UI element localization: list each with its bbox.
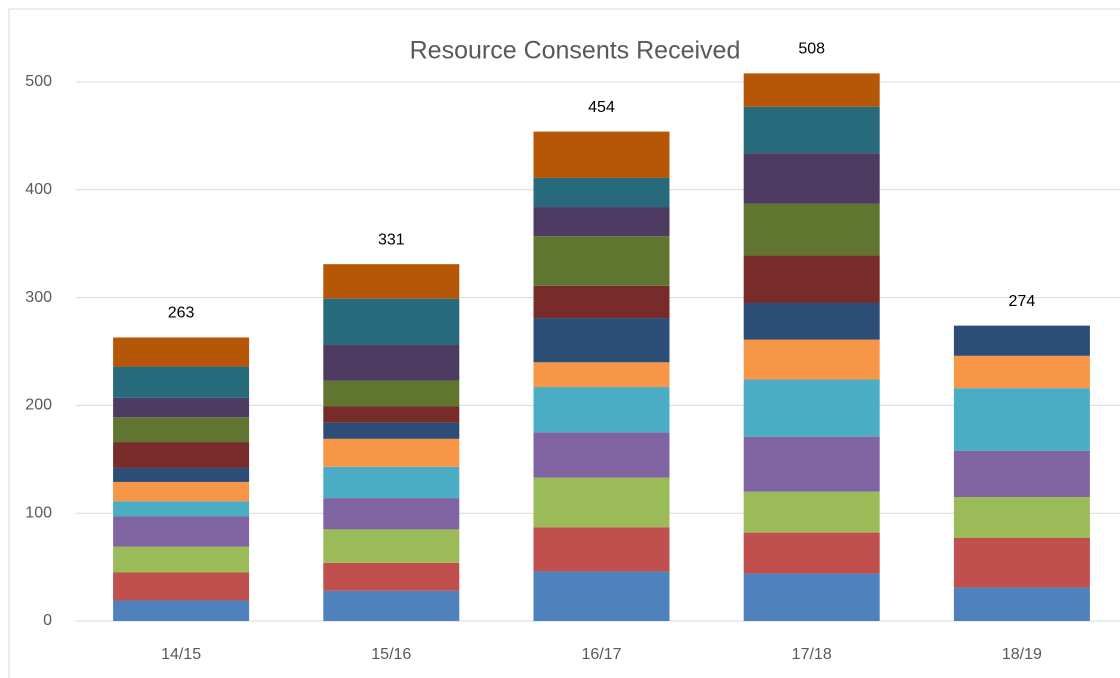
bar-segment	[113, 366, 250, 398]
bar-segment	[743, 436, 880, 492]
bar-segment	[113, 600, 250, 621]
total-label: 508	[798, 41, 825, 58]
bar-segment	[533, 527, 670, 572]
total-label: 263	[168, 305, 195, 322]
bar-segment	[323, 345, 460, 381]
bar-segment	[743, 73, 880, 107]
bar-segment	[323, 264, 460, 299]
bar-segment	[533, 432, 670, 478]
bar-segment	[113, 516, 250, 547]
bar-segment	[953, 325, 1090, 356]
bar-segment	[953, 388, 1090, 451]
bar-segment	[533, 318, 670, 363]
bar-segment	[533, 236, 670, 286]
bar-segment	[323, 529, 460, 563]
bar-segment	[533, 387, 670, 433]
x-tick-label: 14/15	[161, 646, 201, 663]
bar-segment	[743, 203, 880, 256]
bar-segment	[533, 177, 670, 208]
bar-segment	[743, 379, 880, 437]
x-tick-label: 16/17	[581, 646, 621, 663]
bar-segment	[743, 491, 880, 533]
bar-segment	[953, 450, 1090, 498]
bar-segment	[323, 466, 460, 499]
bar-segment	[323, 380, 460, 407]
y-tick-label: 400	[25, 181, 52, 198]
x-tick-label: 15/16	[371, 646, 411, 663]
bar-segment	[743, 106, 880, 154]
total-label: 454	[588, 99, 615, 116]
chart-title: Resource Consents Received	[410, 37, 741, 65]
bar-segment	[113, 397, 250, 418]
y-tick-label: 0	[43, 612, 52, 629]
bar-segment	[113, 467, 250, 482]
bar-segment	[533, 207, 670, 237]
bar-segment	[113, 417, 250, 443]
bar-segment	[323, 422, 460, 439]
bar-segment	[533, 131, 670, 178]
bar-segment	[323, 298, 460, 346]
bar-segment	[113, 481, 250, 502]
bar-segment	[323, 562, 460, 591]
bar-segment	[953, 497, 1090, 538]
x-tick-label: 18/19	[1002, 646, 1042, 663]
total-label: 331	[378, 231, 405, 248]
bar-segment	[113, 546, 250, 573]
y-tick-label: 300	[25, 289, 52, 306]
x-tick-label: 17/18	[792, 646, 832, 663]
bar-segment	[743, 339, 880, 380]
bar-segment	[743, 302, 880, 340]
bar-segment	[113, 501, 250, 517]
bar-segment	[743, 532, 880, 574]
bar-segment	[113, 337, 250, 367]
bar-segment	[953, 537, 1090, 588]
bar-segment	[953, 355, 1090, 389]
bar-segment	[533, 285, 670, 319]
y-tick-label: 100	[25, 504, 52, 521]
y-tick-label: 200	[25, 397, 52, 414]
bar-segment	[743, 153, 880, 204]
bar-segment	[953, 587, 1090, 621]
bar-segment	[113, 442, 250, 468]
bar-segment	[533, 362, 670, 388]
bar-segment	[533, 571, 670, 621]
bar-segment	[323, 438, 460, 467]
total-label: 274	[1009, 293, 1036, 310]
bar-segment	[743, 255, 880, 303]
bar-segment	[743, 573, 880, 621]
bar-segment	[323, 590, 460, 621]
bar-segment	[323, 406, 460, 423]
bar-segment	[533, 477, 670, 528]
bar-segment	[323, 498, 460, 530]
bar-segment	[113, 572, 250, 601]
y-tick-label: 500	[25, 73, 52, 90]
